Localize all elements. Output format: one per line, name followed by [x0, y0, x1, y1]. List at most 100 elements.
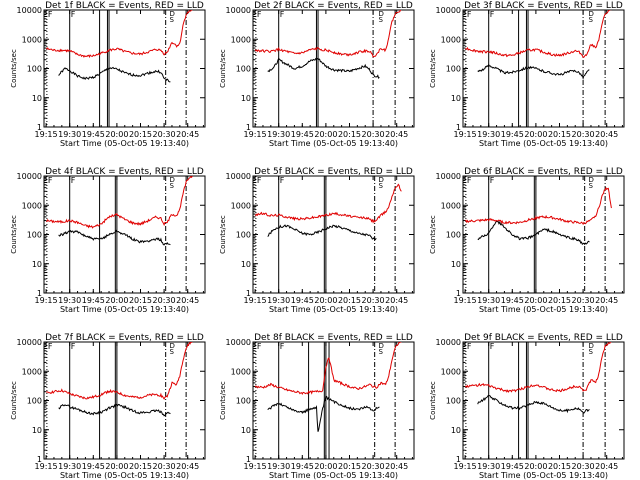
marker-label-d: D — [379, 10, 384, 18]
marker-label-s: S — [589, 182, 594, 190]
marker-label-f: F — [467, 10, 472, 19]
y-tick-label: 1000 — [22, 35, 42, 44]
x-tick-label: 20:00 — [314, 296, 337, 305]
x-tick-label: 20:45 — [176, 462, 199, 471]
x-tick-label: 20:45 — [176, 130, 199, 139]
y-axis-label: Counts/sec — [10, 381, 18, 420]
plot-frame — [252, 9, 415, 128]
marker-label-f: F — [467, 176, 472, 185]
y-axis-label: Counts/sec — [219, 215, 227, 254]
x-tick-label: 20:15 — [129, 296, 152, 305]
marker-label-f: F — [280, 10, 285, 19]
marker-label-f: F — [490, 176, 495, 185]
x-tick-label: 20:30 — [572, 462, 595, 471]
x-tick-label: 20:15 — [129, 130, 152, 139]
y-axis-label: Counts/sec — [429, 215, 437, 254]
x-tick-label: 20:00 — [524, 462, 547, 471]
x-tick-label: 19:45 — [82, 130, 105, 139]
x-tick-label: 20:45 — [385, 130, 408, 139]
y-tick-label: 100 — [236, 397, 251, 406]
x-tick-label: 20:45 — [176, 296, 199, 305]
lld-series-line — [254, 10, 402, 58]
marker-label-d: D — [170, 10, 175, 18]
x-tick-label: 20:15 — [548, 462, 571, 471]
lld-series-line — [45, 10, 193, 59]
marker-label-d: D — [589, 176, 594, 184]
marker-label-s: S — [170, 182, 175, 190]
plot-frame — [43, 341, 206, 460]
lld-series-line — [46, 342, 193, 400]
events-series-line — [267, 57, 380, 80]
x-tick-label: 19:15 — [244, 130, 267, 139]
x-tick-label: 20:00 — [105, 296, 128, 305]
marker-label-s: S — [379, 182, 384, 190]
marker-label-f: F — [48, 10, 53, 19]
y-axis-label: Counts/sec — [219, 49, 227, 88]
x-tick-label: 19:45 — [501, 296, 524, 305]
y-tick-label: 10000 — [17, 172, 42, 181]
y-tick-label: 100 — [446, 397, 461, 406]
x-tick-label: 20:45 — [595, 296, 618, 305]
events-series-line — [58, 403, 171, 417]
y-tick-label: 100 — [236, 231, 251, 240]
y-tick-label: 1 — [456, 289, 461, 298]
events-series-line — [477, 63, 590, 80]
plot-frame — [252, 175, 415, 294]
x-axis-label: Start Time (05-Oct-05 19:13:40) — [479, 471, 608, 480]
panel-title: Det 9f BLACK = Events, RED = LLD — [464, 333, 623, 343]
x-tick-label: 20:30 — [572, 296, 595, 305]
plot-frame — [462, 341, 625, 460]
events-series-line — [477, 394, 590, 414]
y-tick-label: 1 — [37, 123, 42, 132]
y-tick-label: 100 — [27, 231, 42, 240]
x-tick-label: 20:15 — [548, 130, 571, 139]
y-axis-label: Counts/sec — [10, 215, 18, 254]
panel-title: Det 1f BLACK = Events, RED = LLD — [45, 1, 204, 11]
x-tick-label: 19:30 — [267, 462, 290, 471]
y-tick-label: 100 — [27, 65, 42, 74]
y-tick-label: 1000 — [441, 35, 461, 44]
y-tick-label: 10 — [32, 94, 42, 103]
marker-label-s: S — [589, 16, 594, 24]
x-tick-label: 20:30 — [362, 462, 385, 471]
events-series-line — [267, 395, 380, 432]
events-series-line — [477, 220, 590, 246]
x-tick-label: 19:15 — [454, 130, 477, 139]
y-tick-label: 1000 — [22, 367, 42, 376]
x-tick-label: 19:15 — [454, 296, 477, 305]
x-tick-label: 20:15 — [338, 296, 361, 305]
x-tick-label: 19:45 — [82, 462, 105, 471]
x-tick-label: 20:15 — [129, 462, 152, 471]
y-tick-label: 10000 — [436, 6, 461, 15]
x-tick-label: 19:15 — [35, 296, 58, 305]
x-axis-label: Start Time (05-Oct-05 19:13:40) — [269, 139, 398, 148]
y-tick-label: 1 — [456, 455, 461, 464]
x-tick-label: 19:15 — [454, 462, 477, 471]
marker-label-f: F — [257, 10, 262, 19]
y-axis-label: Counts/sec — [429, 381, 437, 420]
y-tick-label: 100 — [27, 397, 42, 406]
x-tick-label: 19:30 — [267, 130, 290, 139]
y-tick-label: 1000 — [441, 201, 461, 210]
x-axis-label: Start Time (05-Oct-05 19:13:40) — [269, 471, 398, 480]
x-tick-label: 20:30 — [362, 130, 385, 139]
x-tick-label: 19:45 — [501, 130, 524, 139]
y-tick-label: 1 — [37, 455, 42, 464]
plot-frame — [43, 175, 206, 294]
marker-label-f: F — [490, 342, 495, 351]
x-tick-label: 20:45 — [385, 462, 408, 471]
marker-label-d: D — [170, 176, 175, 184]
marker-label-f: F — [48, 342, 53, 351]
x-tick-label: 20:00 — [314, 462, 337, 471]
x-tick-label: 20:15 — [338, 130, 361, 139]
y-tick-label: 1000 — [231, 201, 251, 210]
marker-label-s: S — [170, 16, 175, 24]
y-axis-label: Counts/sec — [429, 49, 437, 88]
x-tick-label: 20:15 — [338, 462, 361, 471]
